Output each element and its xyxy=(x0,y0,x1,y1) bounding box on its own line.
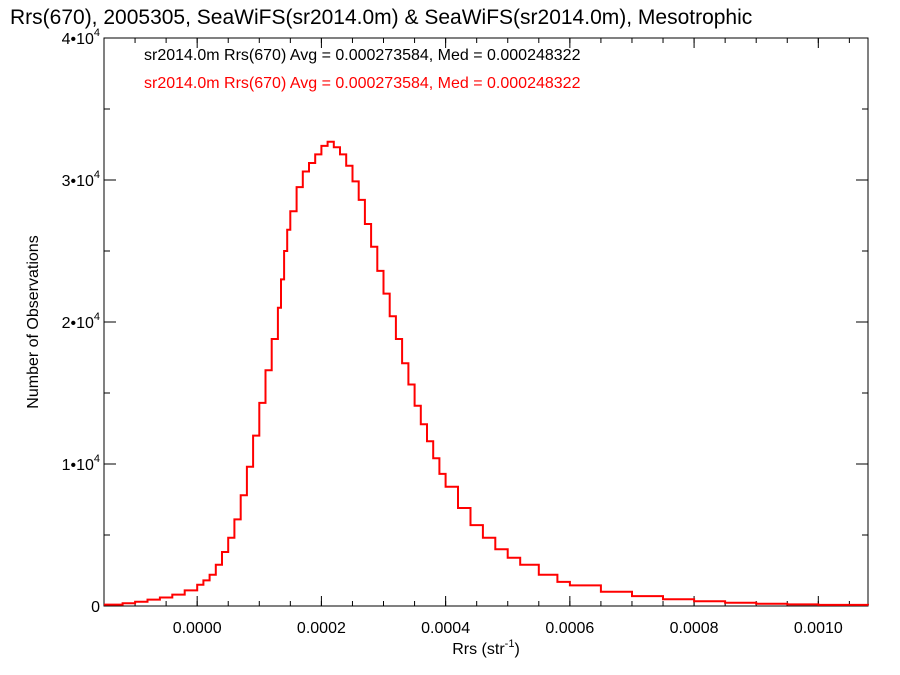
x-tick-label: 0.0010 xyxy=(794,620,843,637)
y-tick-label: 3•104 xyxy=(62,169,100,190)
x-tick-label: 0.0000 xyxy=(173,620,222,637)
plot-frame xyxy=(103,37,869,607)
chart-title: Rrs(670), 2005305, SeaWiFS(sr2014.0m) & … xyxy=(10,6,752,29)
legend-entry: sr2014.0m Rrs(670) Avg = 0.000273584, Me… xyxy=(144,75,581,92)
y-axis: 0 1•104 2•104 3•104 4•104 xyxy=(62,27,868,616)
histogram-series-line xyxy=(104,140,869,606)
x-axis-title: Rrs (str-1) xyxy=(452,638,520,658)
legend: sr2014.0m Rrs(670) Avg = 0.000273584, Me… xyxy=(144,47,581,92)
y-tick-label: 2•104 xyxy=(62,311,100,332)
x-tick-label: 0.0004 xyxy=(421,620,470,637)
x-tick-label: 0.0002 xyxy=(297,620,346,637)
y-axis-title: Number of Observations xyxy=(25,235,42,408)
x-tick-label: 0.0006 xyxy=(545,620,594,637)
x-tick-label: 0.0008 xyxy=(670,620,719,637)
y-tick-label: 0 xyxy=(91,599,100,616)
y-tick-label: 4•104 xyxy=(62,27,100,48)
x-axis: 0.0000 0.0002 0.0004 0.0006 0.0008 0.0010 xyxy=(134,38,850,637)
series-layer xyxy=(104,140,869,606)
legend-entry: sr2014.0m Rrs(670) Avg = 0.000273584, Me… xyxy=(144,47,581,64)
y-tick-label: 1•104 xyxy=(62,453,100,474)
